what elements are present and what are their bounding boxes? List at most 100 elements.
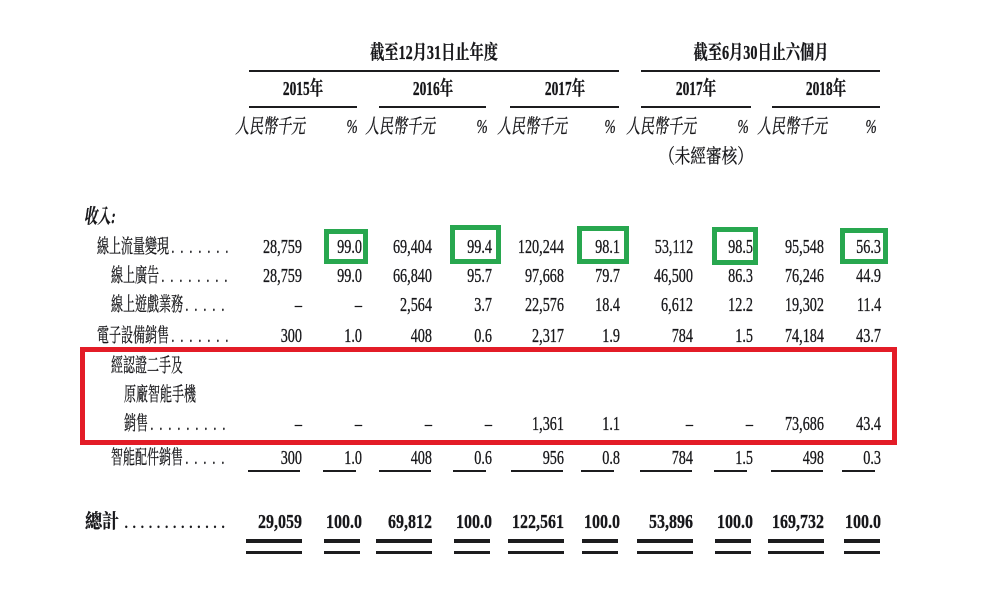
- value-cell: 1,361: [480, 409, 564, 439]
- green-highlight-box-1: [324, 229, 368, 264]
- cell-value-text: 99.0: [337, 265, 362, 287]
- cell-value-text: 1.0: [344, 325, 362, 347]
- row-smart-accessories-sales: 智能配件銷售..................................…: [0, 443, 1001, 473]
- value-cell: 98.5: [697, 232, 753, 262]
- year-heading-row: 2015年 2016年 2017年 2017年 2018年: [0, 74, 1001, 104]
- cell-value-text: 100.0: [584, 511, 620, 533]
- cell-value-text: –: [685, 413, 693, 435]
- cell-value-text: –: [745, 413, 753, 435]
- section-label-revenue: 收入:: [85, 202, 228, 232]
- value-cell: 1.5: [697, 321, 753, 351]
- period-group-title-text: 截至12月31日止年度: [370, 42, 498, 64]
- value-cell: 76,246: [740, 261, 824, 291]
- value-cell: 956: [480, 443, 565, 473]
- cell-value-text: 1.0: [344, 447, 362, 469]
- certified-phone-label-line2: 原廠智能手機: [124, 380, 228, 410]
- value-cell: 74,184: [740, 321, 824, 351]
- cell-value-text: 498: [802, 447, 825, 469]
- value-cell: 56.3: [825, 232, 881, 262]
- period-group-title-annual: 截至12月31日止年度: [249, 38, 619, 68]
- value-cell: 53,896: [609, 507, 693, 537]
- amount-unit-label: 人民幣千元: [352, 112, 438, 142]
- cell-value-text: 22,576: [524, 294, 564, 316]
- grand-total-double-rule: [844, 539, 880, 554]
- value-cell: 95,548: [740, 232, 824, 262]
- cell-value-text: 98.1: [595, 236, 620, 258]
- value-cell: 1.5: [697, 443, 753, 473]
- percent-label: %: [302, 112, 358, 142]
- row-online-advertising-label: 線上廣告....................................…: [111, 261, 229, 291]
- year-heading-text: 2017年: [544, 78, 585, 100]
- value-cell: 69,812: [348, 507, 432, 537]
- year-2017-heading: 2017年: [510, 74, 619, 104]
- cell-value-text: 122,561: [512, 511, 564, 533]
- cell-value-text: 784: [671, 325, 694, 347]
- certified-phone-label-line3: 銷售......................................…: [124, 409, 228, 439]
- row-electronic-device-sales: 電子設備銷售..................................…: [0, 321, 1001, 351]
- value-cell: –: [218, 409, 302, 439]
- cell-value-text: –: [424, 413, 432, 435]
- cell-value-text: 1.9: [602, 325, 620, 347]
- value-cell: 12.2: [697, 290, 753, 320]
- cell-value-text: 1,361: [532, 413, 564, 435]
- cell-value-text: 95.7: [467, 265, 492, 287]
- value-cell: 97,668: [480, 261, 564, 291]
- year-2016-heading: 2016年: [379, 74, 486, 104]
- cell-value-text: 98.5: [728, 236, 753, 258]
- percent-sign-text: %: [865, 116, 877, 138]
- group-rule-annual: [249, 70, 619, 72]
- percent-label: %: [560, 112, 616, 142]
- row-electronic-device-sales-label: 電子設備銷售..................................…: [97, 321, 228, 351]
- cell-value-text: 74,184: [784, 325, 824, 347]
- unaudited-note-row: （未經審核）: [0, 142, 1001, 172]
- row-online-gaming-label: 線上遊戲業務..................................…: [111, 290, 229, 320]
- row-label: 線上遊戲業務: [110, 294, 183, 316]
- red-highlight-box: [80, 347, 897, 445]
- year-2016-underline: [379, 106, 486, 108]
- year-heading-text: 2015年: [282, 78, 324, 100]
- value-cell: 28,759: [218, 261, 302, 291]
- amount-unit-label: 人民幣千元: [613, 112, 699, 142]
- value-cell: 46,500: [609, 261, 693, 291]
- value-cell: 408: [348, 321, 433, 351]
- grand-total-double-rule: [508, 539, 564, 554]
- subtotal-rule: [842, 470, 875, 472]
- subtotal-rule: [511, 470, 563, 472]
- value-cell: 408: [348, 443, 433, 473]
- cell-value-text: –: [294, 413, 302, 435]
- row-label: 經認證二手及: [110, 355, 183, 377]
- cell-value-text: 53,112: [654, 236, 693, 258]
- amount-unit-label: 人民幣千元: [222, 112, 308, 142]
- value-cell: 99.4: [436, 232, 492, 262]
- cell-value-text: 79.7: [595, 265, 620, 287]
- cell-value-text: 29,059: [258, 511, 302, 533]
- value-cell: 19,302: [740, 290, 824, 320]
- amount-unit-label: 人民幣千元: [484, 112, 570, 142]
- cell-value-text: 1.5: [735, 325, 753, 347]
- value-cell: 1.1: [564, 409, 620, 439]
- value-cell: –: [348, 409, 432, 439]
- percent-sign-text: %: [737, 116, 749, 138]
- total-label: 總計......................................…: [85, 507, 228, 537]
- row-online-advertising: 線上廣告....................................…: [0, 261, 1001, 291]
- amount-unit-label: 人民幣千元: [744, 112, 830, 142]
- cell-value-text: 53,896: [649, 511, 693, 533]
- row-online-traffic-monetization-label: 線上流量變現..................................…: [97, 232, 228, 262]
- subtotal-rule: [581, 470, 614, 472]
- year-2018-underline: [772, 106, 880, 108]
- unaudited-note: （未經審核）: [641, 142, 771, 172]
- value-cell: 784: [609, 321, 694, 351]
- grand-total-double-rule: [768, 539, 824, 554]
- value-cell: 100.0: [564, 507, 620, 537]
- value-cell: 0.6: [436, 321, 492, 351]
- subtotal-rule: [453, 470, 486, 472]
- value-cell: –: [697, 409, 753, 439]
- value-cell: 2,564: [348, 290, 432, 320]
- value-cell: 86.3: [697, 261, 753, 291]
- value-cell: –: [306, 290, 362, 320]
- value-cell: 100.0: [825, 507, 881, 537]
- row-label: 智能配件銷售: [110, 447, 183, 469]
- percent-label: %: [821, 112, 877, 142]
- cell-value-text: 56.3: [856, 236, 881, 258]
